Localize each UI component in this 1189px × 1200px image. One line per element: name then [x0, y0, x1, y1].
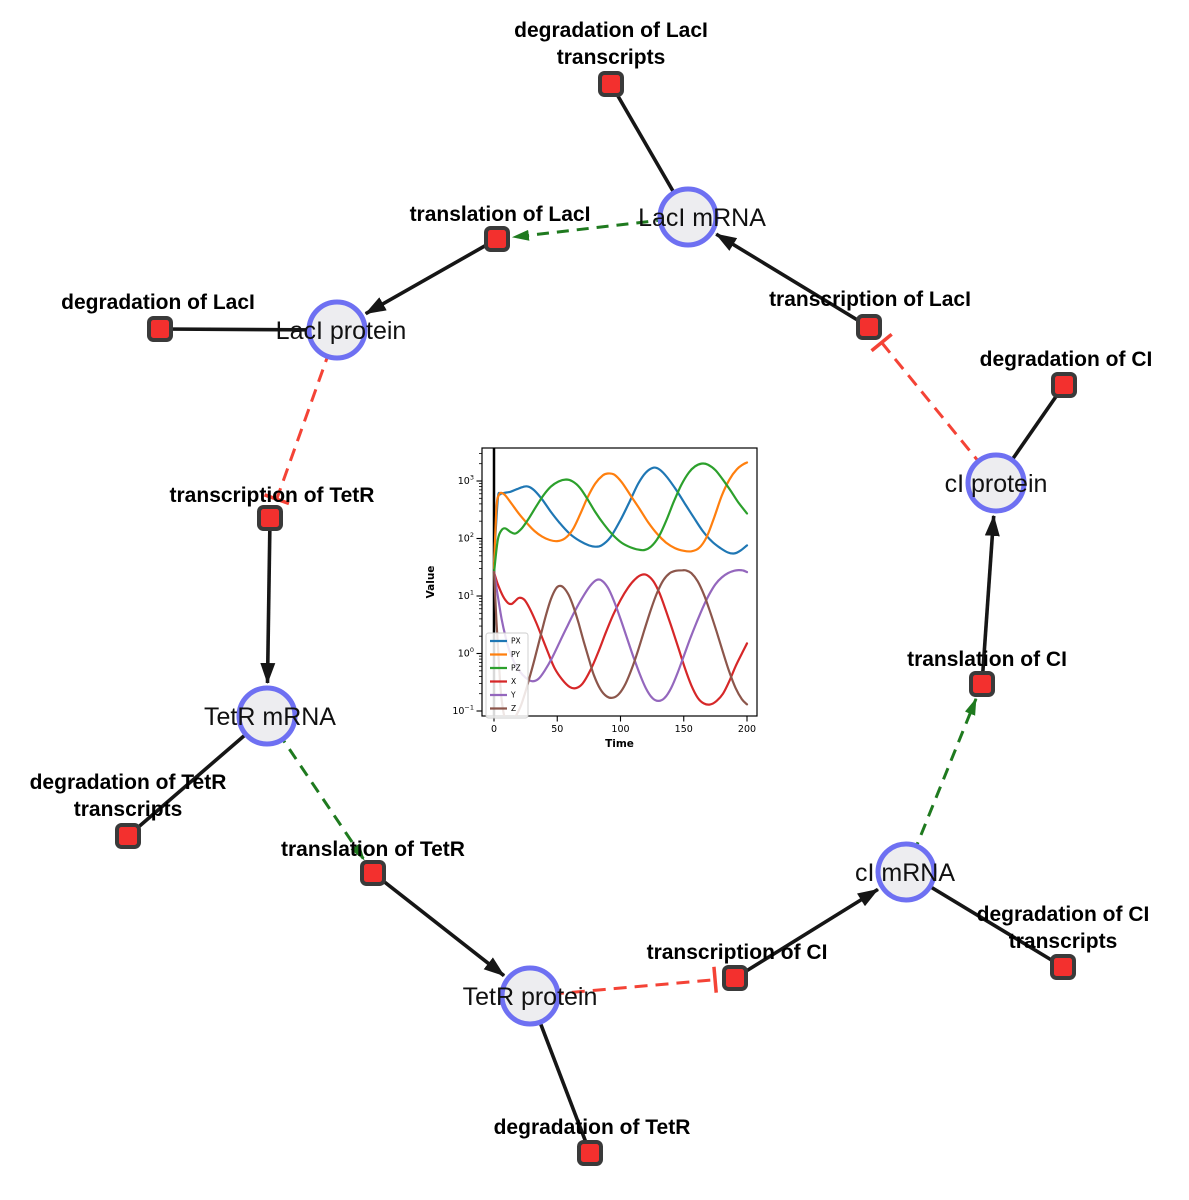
chart-xtick-label: 50: [551, 724, 563, 735]
reaction-label-tx_laci: transcription of LacI: [769, 288, 971, 311]
species-label-laci_mrna: LacI mRNA: [638, 204, 766, 232]
chart-series-PX: [492, 466, 749, 563]
reaction-label-tl_ci: translation of CI: [907, 648, 1067, 671]
reaction-node-tl_laci[interactable]: [484, 226, 510, 252]
edge-tetr_protein-tx_ci: [529, 966, 718, 998]
species-node-laci_protein[interactable]: [306, 299, 368, 361]
reaction-label-deg_tetr: degradation of TetR: [494, 1116, 691, 1139]
chart-xtick-label: 100: [611, 724, 629, 735]
species-node-ci_mrna[interactable]: [875, 841, 937, 903]
edge-tl_ci-ci_protein: [980, 514, 1000, 685]
chart-series-PZ: [492, 462, 749, 575]
chart-xaxis-label: Time: [605, 738, 634, 750]
reaction-node-tx_tetr[interactable]: [257, 505, 283, 531]
legend-label-PY: PY: [511, 650, 520, 659]
reaction-label-deg_ci_tx: degradation of CI transcripts: [977, 903, 1150, 953]
legend-label-PZ: PZ: [511, 664, 521, 673]
reaction-node-tl_tetr[interactable]: [360, 860, 386, 886]
reaction-label-tl_tetr: translation of TetR: [281, 838, 465, 861]
edge-tx_ci-ci_mrna: [734, 887, 879, 980]
chart-ytick-label: 101: [458, 589, 474, 603]
edge-ci_mrna-tl_ci: [904, 697, 978, 873]
reaction-label-tx_ci: transcription of CI: [647, 941, 828, 964]
reaction-label-tx_tetr: transcription of TetR: [170, 484, 375, 507]
legend-label-X: X: [511, 677, 516, 686]
chart-series-PY: [492, 461, 749, 570]
chart-xtick-label: 0: [491, 724, 497, 735]
reaction-node-deg_tetr[interactable]: [577, 1140, 603, 1166]
species-node-ci_protein[interactable]: [965, 452, 1027, 514]
species-label-ci_protein: cI protein: [945, 470, 1048, 498]
reaction-label-deg_laci: degradation of LacI: [61, 291, 255, 314]
legend-label-PX: PX: [511, 637, 521, 646]
reaction-node-tx_laci[interactable]: [856, 314, 882, 340]
species-label-laci_protein: LacI protein: [276, 317, 407, 345]
edge-tx_laci-laci_mrna: [715, 232, 870, 329]
reaction-node-deg_laci[interactable]: [147, 316, 173, 342]
species-label-tetr_protein: TetR protein: [463, 983, 598, 1011]
chart-yaxis-label: Value: [425, 566, 437, 599]
reaction-label-deg_laci_tx: degradation of LacI transcripts: [514, 19, 708, 69]
reaction-label-deg_ci: degradation of CI: [980, 348, 1153, 371]
reaction-label-deg_tetr_tx: degradation of TetR transcripts: [30, 771, 227, 821]
chart-legend: PX PY PZ XYZ: [485, 632, 529, 719]
species-node-laci_mrna[interactable]: [657, 186, 719, 248]
reaction-node-deg_ci_tx[interactable]: [1050, 954, 1076, 980]
edge-tetr_mrna-deg_tetr_tx: [126, 714, 269, 838]
species-label-ci_mrna: cI mRNA: [855, 859, 955, 887]
edge-tl_tetr-tetr_protein: [371, 871, 506, 978]
chart-xtick-label: 200: [738, 724, 756, 735]
chart-ytick-label: 10−1: [452, 704, 474, 718]
reaction-node-deg_tetr_tx[interactable]: [115, 823, 141, 849]
labels-layer: degradation of LacI transcripts translatio…: [30, 19, 1153, 1139]
species-node-tetr_mrna[interactable]: [236, 685, 298, 747]
species-node-tetr_protein[interactable]: [499, 965, 561, 1027]
chart-ytick-label: 100: [458, 646, 474, 660]
legend-label-Y: Y: [510, 691, 516, 700]
legend-label-Z: Z: [511, 704, 516, 713]
reaction-node-deg_laci_tx[interactable]: [598, 71, 624, 97]
edge-ci_mrna-deg_ci_tx: [905, 870, 1064, 969]
reaction-node-tl_ci[interactable]: [969, 671, 995, 697]
species-label-tetr_mrna: TetR mRNA: [204, 703, 336, 731]
species-nodes-layer: [236, 186, 1027, 1027]
reaction-label-tl_laci: translation of LacI: [410, 203, 591, 226]
reaction-nodes-layer: [115, 71, 1077, 1166]
chart-ytick-label: 103: [458, 474, 474, 488]
edge-tx_tetr-tetr_mrna: [260, 517, 276, 685]
reaction-node-deg_ci[interactable]: [1051, 372, 1077, 398]
reaction-node-tx_ci[interactable]: [722, 965, 748, 991]
chart-ytick-label: 102: [458, 531, 474, 545]
edge-tl_laci-laci_protein: [364, 237, 498, 316]
chart-xtick-label: 150: [675, 724, 693, 735]
